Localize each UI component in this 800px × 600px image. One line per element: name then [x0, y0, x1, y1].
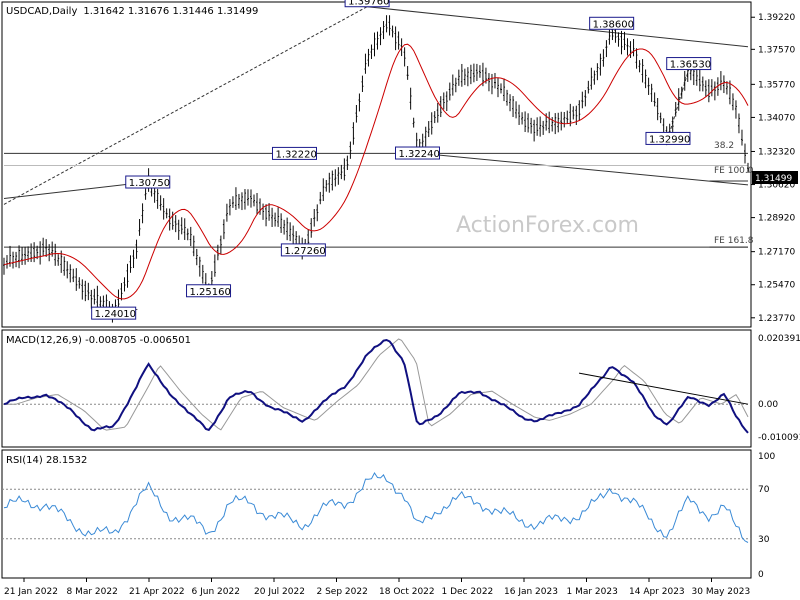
macd-y-tick-label: 0.00 — [758, 400, 778, 410]
price-label-box — [645, 131, 691, 145]
macd-trendline — [578, 372, 749, 405]
last-price-tag-box — [752, 171, 798, 184]
rsi-y-axis: 100 70 30 0 — [758, 452, 775, 580]
price-label-box — [91, 306, 137, 320]
macd-y-axis: 0.020391 0.00 -0.010091 — [758, 334, 800, 443]
price-label: 1.38600 — [593, 19, 634, 30]
x-tick-label: 8 Mar 2022 — [67, 587, 118, 597]
price-label-box — [589, 16, 635, 30]
rsi-y-tick-label: 0 — [758, 570, 764, 580]
x-tick-label: 1 Dec 2022 — [442, 587, 494, 597]
price-label-box — [344, 0, 390, 8]
price-label: 1.27260 — [284, 246, 325, 257]
dashed-uptrend-line — [3, 6, 368, 205]
x-tick-label: 21 Apr 2022 — [129, 587, 185, 597]
price-label: 1.32240 — [398, 149, 439, 160]
watermark: ActionForex.com — [456, 213, 639, 238]
price-y-tick-label: 1.32320 — [758, 147, 795, 157]
x-tick-label: 18 Oct 2022 — [379, 587, 435, 597]
x-tick-label: 30 May 2023 — [692, 587, 751, 597]
x-tick-label: 2 Sep 2022 — [317, 587, 368, 597]
macd-lines — [2, 338, 751, 434]
price-level-labels: 1.39760 1.38600 1.36530 1.32990 1.32220 1.322… — [91, 0, 754, 320]
macd-signal-line — [4, 338, 749, 431]
rsi-y-tick-label: 70 — [758, 485, 770, 495]
macd-y-tick-label: -0.010091 — [758, 433, 800, 443]
trendlines — [3, 6, 749, 314]
x-tick-label: 6 Jun 2022 — [192, 587, 240, 597]
fib-label: FE 161.8 — [714, 236, 754, 246]
price-bars — [3, 15, 749, 323]
price-label-box — [186, 284, 232, 298]
price-label: 1.32220 — [275, 149, 316, 160]
price-y-tick-label: 1.35770 — [758, 80, 795, 90]
price-label: 1.39760 — [348, 0, 389, 8]
macd-line — [3, 338, 749, 434]
price-label-box — [394, 146, 440, 160]
price-label: 1.30750 — [129, 178, 170, 189]
sma-line — [3, 43, 749, 300]
upper-channel-line — [367, 6, 749, 48]
rsi-y-tick-label: 30 — [758, 535, 770, 545]
rsi-panel-frame — [1, 449, 752, 579]
macd-panel-title: MACD(12,26,9) -0.008705 -0.006501 — [6, 335, 191, 346]
fib-label: 38.2 — [714, 141, 734, 151]
x-tick-label: 16 Jan 2023 — [504, 587, 558, 597]
x-tick-label: 1 Mar 2023 — [567, 587, 618, 597]
price-label: 1.32990 — [649, 134, 690, 145]
macd-panel-frame — [1, 329, 752, 448]
fib-label: FE 100.0 — [714, 166, 754, 176]
price-label-box — [125, 175, 171, 189]
last-price-tag: 1.31499 — [755, 174, 792, 184]
price-label-box — [280, 243, 326, 257]
x-tick-label: 20 Jul 2022 — [254, 587, 305, 597]
price-y-tick-label: 1.23770 — [758, 314, 795, 324]
price-label-box — [666, 57, 712, 71]
early-resistance-line — [3, 181, 148, 200]
x-tick-label: 21 Jan 2022 — [4, 587, 58, 597]
price-y-tick-label: 1.30620 — [758, 181, 795, 191]
price-label-box — [271, 146, 317, 160]
price-label: 1.25160 — [190, 287, 231, 298]
price-y-tick-label: 1.39220 — [758, 13, 795, 23]
macd-y-tick-label: 0.020391 — [758, 334, 800, 344]
price-label: 1.24010 — [95, 309, 136, 320]
price-panel-frame — [1, 1, 752, 328]
price-y-tick-label: 1.34070 — [758, 113, 795, 123]
rsi-line — [3, 472, 749, 543]
price-y-tick-label: 1.28920 — [758, 214, 795, 224]
price-y-tick-label: 1.25470 — [758, 281, 795, 291]
rsi-line — [2, 472, 751, 543]
rsi-panel-title: RSI(14) 28.1532 — [6, 455, 87, 466]
moving-average — [3, 43, 749, 300]
price-y-tick-label: 1.27170 — [758, 248, 795, 258]
price-y-axis: 1.39220 1.37570 1.35770 1.34070 1.32320 1.306… — [751, 13, 795, 324]
x-tick-label: 14 Apr 2023 — [629, 587, 685, 597]
price-panel-title: USDCAD,Daily 1.31642 1.31676 1.31446 1.31… — [6, 6, 258, 17]
lower-channel-line — [417, 152, 749, 186]
price-label: 1.36530 — [670, 60, 711, 71]
x-axis: 21 Jan 2022 8 Mar 2022 21 Apr 2022 6 Jun 20… — [4, 578, 750, 597]
price-y-tick-label: 1.37570 — [758, 45, 795, 55]
rsi-y-tick-label: 100 — [758, 452, 775, 462]
